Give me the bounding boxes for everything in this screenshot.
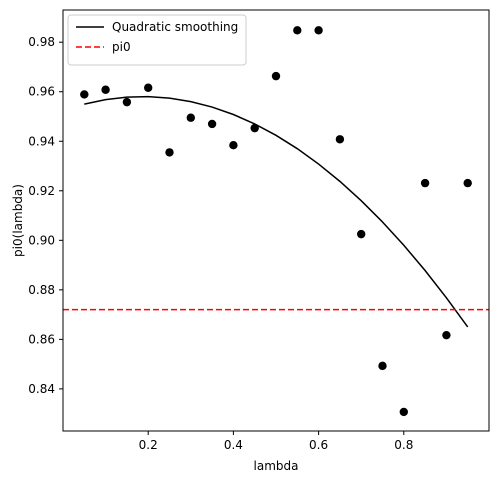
plot-lines-layer [63, 95, 489, 328]
plot-points-layer [80, 26, 472, 417]
y-tick-label: 0.84 [28, 382, 55, 396]
y-tick-label: 0.94 [28, 134, 55, 148]
y-tick-label: 0.98 [28, 35, 55, 49]
x-tick-label: 0.2 [139, 438, 158, 452]
scatter-point [101, 85, 110, 94]
scatter-point [314, 26, 323, 35]
legend-box [67, 14, 247, 66]
quadratic-smoothing-line [84, 95, 469, 328]
scatter-point [442, 330, 451, 340]
scatter-point [80, 90, 89, 99]
y-tick-label: 0.96 [28, 85, 55, 99]
scatter-point [271, 71, 281, 81]
scatter-point [378, 361, 387, 371]
scatter-point [186, 113, 195, 122]
x-tick-label: 0.8 [394, 438, 413, 452]
scatter-point [420, 178, 430, 188]
scatter-point [293, 26, 302, 35]
y-tick-label: 0.88 [28, 283, 55, 297]
scatter-point [122, 97, 132, 107]
scatter-point [357, 229, 366, 239]
scatter-point [144, 83, 153, 92]
y-axis-title: pi0(lambda) [11, 184, 25, 257]
legend-label: pi0 [112, 40, 131, 54]
plot-frame [62, 9, 490, 432]
scatter-point [399, 407, 408, 417]
x-axis-title: lambda [254, 459, 299, 473]
x-tick-label: 0.6 [309, 438, 328, 452]
scatter-point [207, 119, 217, 129]
scatter-point [229, 141, 238, 150]
y-tick-label: 0.86 [28, 332, 55, 346]
y-tick-label: 0.92 [28, 184, 55, 198]
axes-layer: 0.2 0.4 0.6 0.8 0.84 0.86 0.88 0.90 0.92 0.94 0.96… [28, 35, 413, 452]
scatter-point [250, 123, 259, 133]
x-tick-label: 0.4 [224, 438, 243, 452]
legend-label: Quadratic smoothing [112, 20, 238, 34]
y-tick-label: 0.90 [28, 233, 55, 247]
scatter-point [165, 148, 174, 157]
legend: Quadratic smoothing pi0 [67, 14, 247, 66]
scatter-point [463, 178, 472, 188]
scatter-point [335, 135, 345, 144]
